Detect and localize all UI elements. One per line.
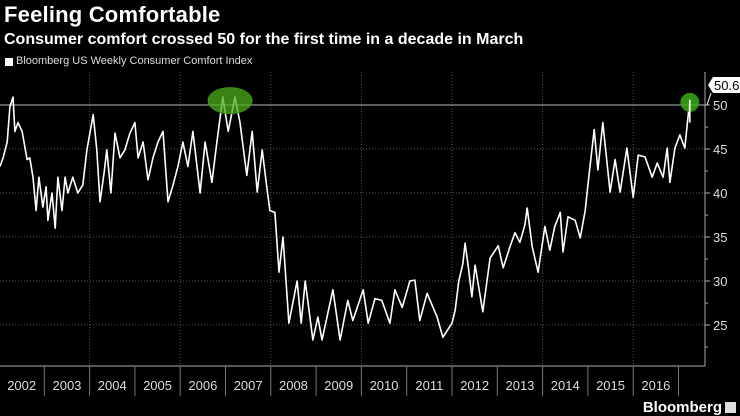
y-tick-label: 40 (713, 186, 727, 201)
chart-title: Feeling Comfortable (4, 2, 221, 27)
chart-subtitle: Consumer comfort crossed 50 for the firs… (4, 31, 524, 48)
y-tick-label: 45 (713, 142, 727, 157)
x-tick-label: 2012 (460, 378, 489, 393)
last-value-label-pointer (706, 92, 712, 106)
x-tick-label: 2003 (52, 378, 81, 393)
legend-label: Bloomberg US Weekly Consumer Comfort Ind… (16, 55, 253, 67)
y-tick-label: 50 (713, 98, 727, 113)
x-tick-label: 2006 (188, 378, 217, 393)
y-tick-label: 30 (713, 274, 727, 289)
x-tick-label: 2004 (98, 378, 127, 393)
x-tick-label: 2002 (7, 378, 36, 393)
last-value-label-box (708, 77, 740, 93)
bloomberg-chart-icon (725, 402, 736, 413)
highlight-ellipse-2007 (207, 87, 253, 115)
y-tick-label: 35 (713, 230, 727, 245)
legend-swatch (5, 57, 13, 66)
last-value-label: 50.6 (714, 78, 739, 93)
x-tick-label: 2011 (415, 378, 443, 393)
x-tick-label: 2015 (596, 378, 625, 393)
x-tick-label: 2005 (143, 378, 172, 393)
x-tick-label: 2008 (279, 378, 308, 393)
x-tick-label: 2014 (551, 378, 580, 393)
legend: Bloomberg US Weekly Consumer Comfort Ind… (5, 55, 252, 68)
x-tick-label: 2007 (234, 378, 263, 393)
x-tick-label: 2009 (324, 378, 353, 393)
y-tick-label: 25 (713, 318, 727, 333)
x-tick-label: 2013 (505, 378, 534, 393)
x-tick-label: 2010 (370, 378, 399, 393)
x-tick-label: 2016 (641, 378, 670, 393)
series-line-consumer-comfort (0, 96, 691, 341)
bloomberg-logo: Bloomberg (642, 399, 722, 416)
